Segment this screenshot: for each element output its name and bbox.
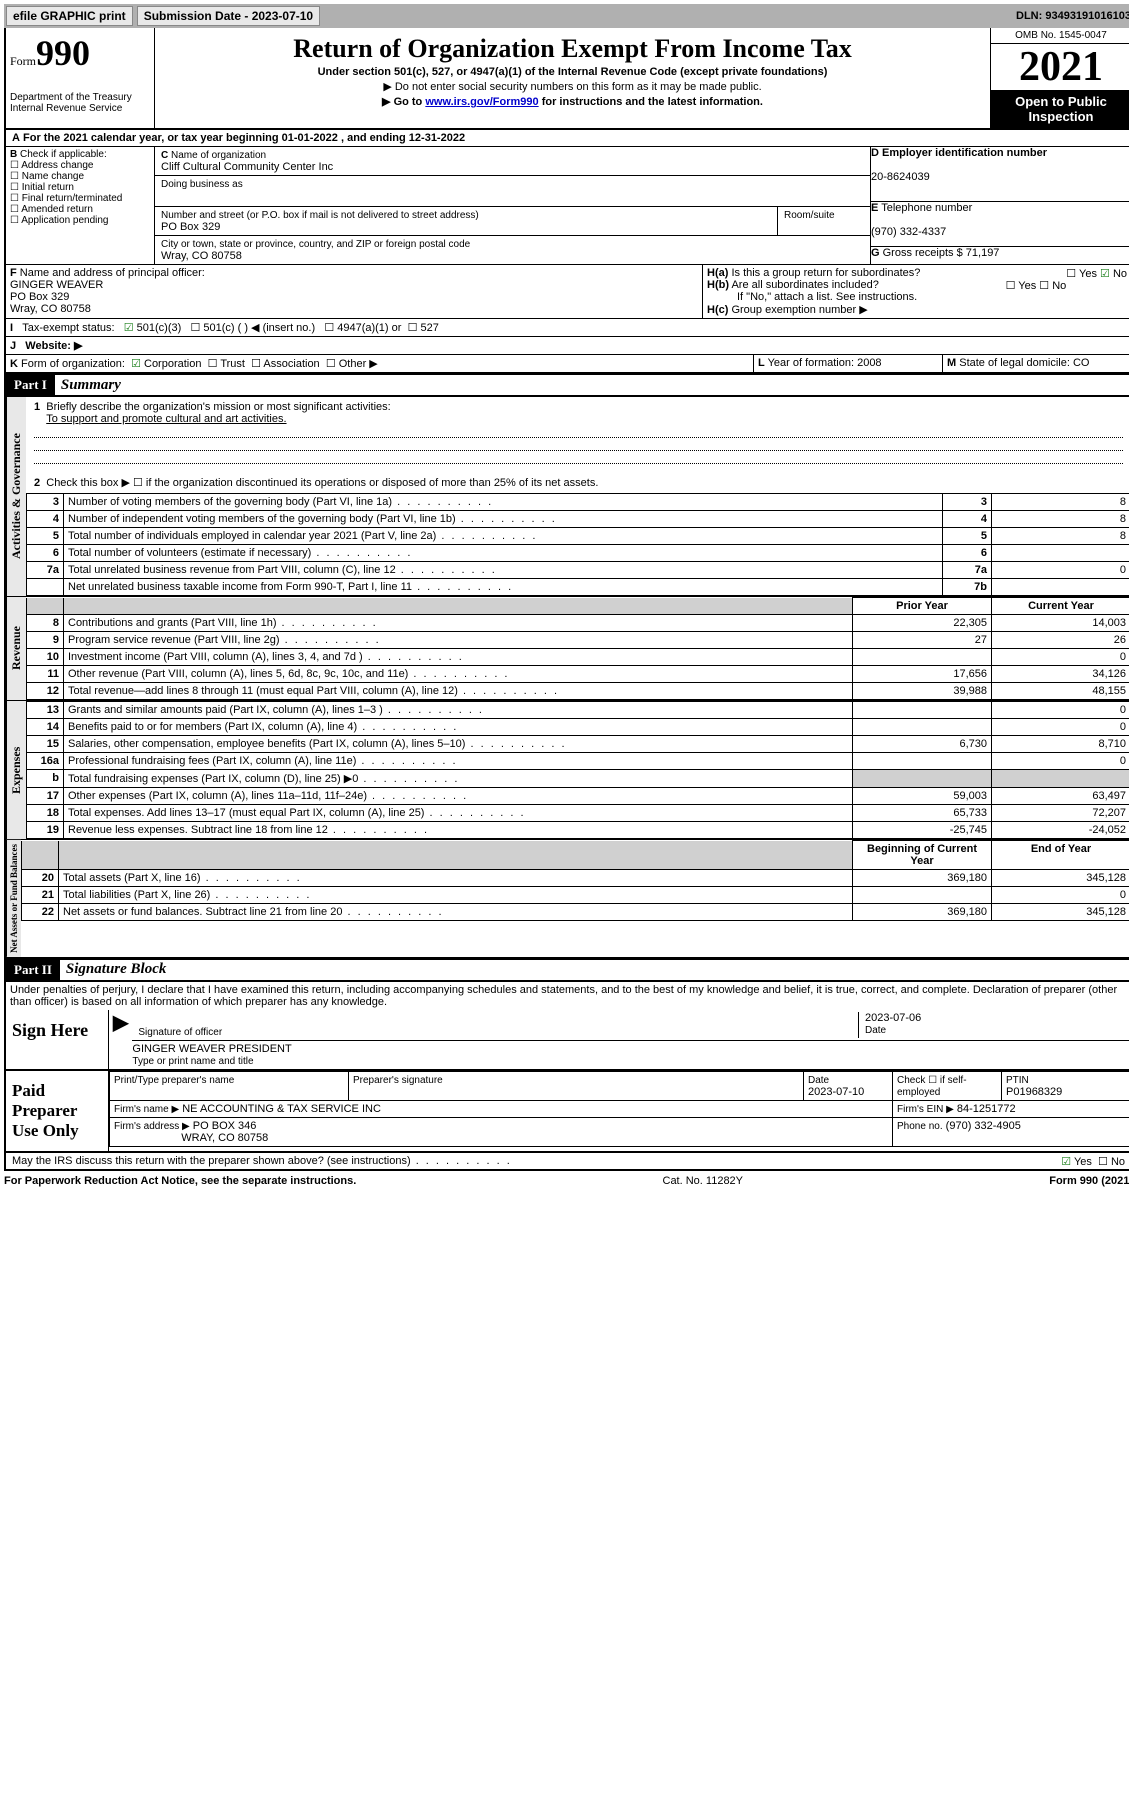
sign-here-block: Sign Here ▶ Signature of officer 2023-07…: [4, 1010, 1129, 1071]
ptin: P01968329: [1006, 1086, 1062, 1098]
firm-name: NE ACCOUNTING & TAX SERVICE INC: [182, 1103, 381, 1115]
footer-right: Form 990 (2021): [1049, 1175, 1129, 1187]
table-expenses: 13Grants and similar amounts paid (Part …: [26, 701, 1129, 839]
hb-yes[interactable]: Yes: [1006, 280, 1037, 292]
org-city: Wray, CO 80758: [161, 250, 242, 262]
firm-addr2: WRAY, CO 80758: [181, 1132, 268, 1144]
paid-preparer-label: Paid Preparer Use Only: [6, 1071, 108, 1151]
cb-initial-return[interactable]: Initial return: [10, 182, 74, 193]
page-footer: For Paperwork Reduction Act Notice, see …: [4, 1171, 1129, 1187]
cb-4947[interactable]: 4947(a)(1) or: [324, 322, 401, 334]
note-goto: Go to www.irs.gov/Form990 for instructio…: [163, 95, 982, 108]
discuss-no[interactable]: No: [1098, 1156, 1125, 1168]
form-word: Form: [10, 54, 36, 68]
table-balances: Beginning of Current YearEnd of Year20To…: [21, 840, 1129, 921]
prep-date: 2023-07-10: [808, 1086, 864, 1098]
vtab-revenue: Revenue: [6, 597, 26, 700]
officer-signed-name: GINGER WEAVER PRESIDENT: [132, 1043, 291, 1055]
hb-no[interactable]: No: [1039, 280, 1066, 292]
officer-addr: PO Box 329: [10, 291, 69, 303]
arrow-icon: ▶: [109, 1010, 132, 1069]
section-i: I Tax-exempt status: 501(c)(3) 501(c) ( …: [4, 319, 1129, 337]
open-inspection: Open to Public Inspection: [991, 90, 1129, 128]
efile-print-button[interactable]: efile GRAPHIC print: [6, 6, 133, 26]
cb-501c[interactable]: 501(c) ( ) ◀ (insert no.): [190, 322, 315, 334]
cb-527[interactable]: 527: [408, 322, 439, 334]
cb-application-pending[interactable]: Application pending: [10, 215, 109, 226]
cb-name-change[interactable]: Name change: [10, 171, 84, 182]
top-bar: efile GRAPHIC print Submission Date - 20…: [4, 4, 1129, 28]
form-number: 990: [36, 33, 90, 73]
vtab-activities: Activities & Governance: [6, 397, 26, 596]
cb-assoc[interactable]: Association: [251, 358, 320, 370]
firm-phone: (970) 332-4905: [946, 1120, 1021, 1132]
footer-cat: Cat. No. 11282Y: [663, 1175, 744, 1187]
declaration-text: Under penalties of perjury, I declare th…: [4, 982, 1129, 1010]
department-label: Department of the Treasury Internal Reve…: [10, 92, 150, 114]
paid-preparer-block: Paid Preparer Use Only Print/Type prepar…: [4, 1071, 1129, 1153]
year-formation: 2008: [857, 357, 881, 369]
section-j: J Website: ▶: [4, 337, 1129, 355]
section-fh: F Name and address of principal officer:…: [4, 265, 1129, 319]
gross-receipts: 71,197: [966, 247, 1000, 259]
discuss-yes[interactable]: Yes: [1061, 1156, 1092, 1168]
cb-trust[interactable]: Trust: [208, 358, 245, 370]
cb-final-return[interactable]: Final return/terminated: [10, 193, 122, 204]
ha-no[interactable]: No: [1100, 268, 1127, 280]
org-name: Cliff Cultural Community Center Inc: [161, 161, 333, 173]
tax-year: 2021: [991, 44, 1129, 90]
cb-501c3[interactable]: 501(c)(3): [124, 322, 182, 334]
col-c-orginfo: C Name of organization Cliff Cultural Co…: [155, 147, 871, 264]
cb-amended-return[interactable]: Amended return: [10, 204, 93, 215]
sign-date: 2023-07-06: [865, 1012, 921, 1024]
part-i-rev: Revenue Prior YearCurrent Year8Contribut…: [4, 597, 1129, 701]
firm-ein: 84-1251772: [957, 1103, 1016, 1115]
ein: 20-8624039: [871, 171, 930, 183]
line-a: A For the 2021 calendar year, or tax yea…: [4, 130, 1129, 147]
table-preparer: Print/Type preparer's name Preparer's si…: [109, 1071, 1129, 1147]
table-revenue: Prior YearCurrent Year8Contributions and…: [26, 597, 1129, 700]
form-id-box: Form990 Department of the Treasury Inter…: [6, 28, 155, 128]
part-i-header: Part I Summary: [4, 374, 1129, 397]
vtab-balances: Net Assets or Fund Balances: [6, 840, 21, 957]
firm-addr1: PO BOX 346: [193, 1120, 257, 1132]
footer-left: For Paperwork Reduction Act Notice, see …: [4, 1175, 356, 1187]
cb-other[interactable]: Other ▶: [326, 358, 378, 370]
telephone: (970) 332-4337: [871, 226, 946, 238]
part-i-bal: Net Assets or Fund Balances Beginning of…: [4, 840, 1129, 959]
col-b-checkboxes: B Check if applicable: Address change Na…: [6, 147, 155, 264]
form-header: Form990 Department of the Treasury Inter…: [4, 28, 1129, 130]
officer-city: Wray, CO 80758: [10, 303, 91, 315]
mission-text: To support and promote cultural and art …: [46, 413, 286, 425]
title-box: Return of Organization Exempt From Incom…: [155, 28, 990, 128]
sign-here-label: Sign Here: [6, 1010, 108, 1069]
submission-date-button[interactable]: Submission Date - 2023-07-10: [137, 6, 320, 26]
section-klm: K Form of organization: Corporation Trus…: [4, 355, 1129, 374]
form-subtitle: Under section 501(c), 527, or 4947(a)(1)…: [163, 66, 982, 78]
state-domicile: CO: [1073, 357, 1090, 369]
cb-corp[interactable]: Corporation: [131, 358, 201, 370]
form-title: Return of Organization Exempt From Incom…: [163, 34, 982, 64]
irs-link[interactable]: www.irs.gov/Form990: [425, 96, 538, 108]
officer-name: GINGER WEAVER: [10, 279, 103, 291]
part-i-ag: Activities & Governance 1 Briefly descri…: [4, 397, 1129, 597]
note-ssn: Do not enter social security numbers on …: [163, 80, 982, 93]
col-defg: D Employer identification number 20-8624…: [871, 147, 1129, 264]
cb-address-change[interactable]: Address change: [10, 160, 93, 171]
ha-yes[interactable]: Yes: [1066, 268, 1097, 280]
org-address: PO Box 329: [161, 221, 220, 233]
year-box: OMB No. 1545-0047 2021 Open to Public In…: [990, 28, 1129, 128]
part-i-exp: Expenses 13Grants and similar amounts pa…: [4, 701, 1129, 840]
table-activities: 3Number of voting members of the governi…: [26, 493, 1129, 596]
part-ii-header: Part II Signature Block: [4, 959, 1129, 982]
discuss-row: May the IRS discuss this return with the…: [4, 1153, 1129, 1171]
omb-number: OMB No. 1545-0047: [991, 28, 1129, 44]
dln-label: DLN: 93493191016103: [1016, 10, 1129, 22]
vtab-expenses: Expenses: [6, 701, 26, 839]
section-bcdefg: B Check if applicable: Address change Na…: [4, 147, 1129, 265]
